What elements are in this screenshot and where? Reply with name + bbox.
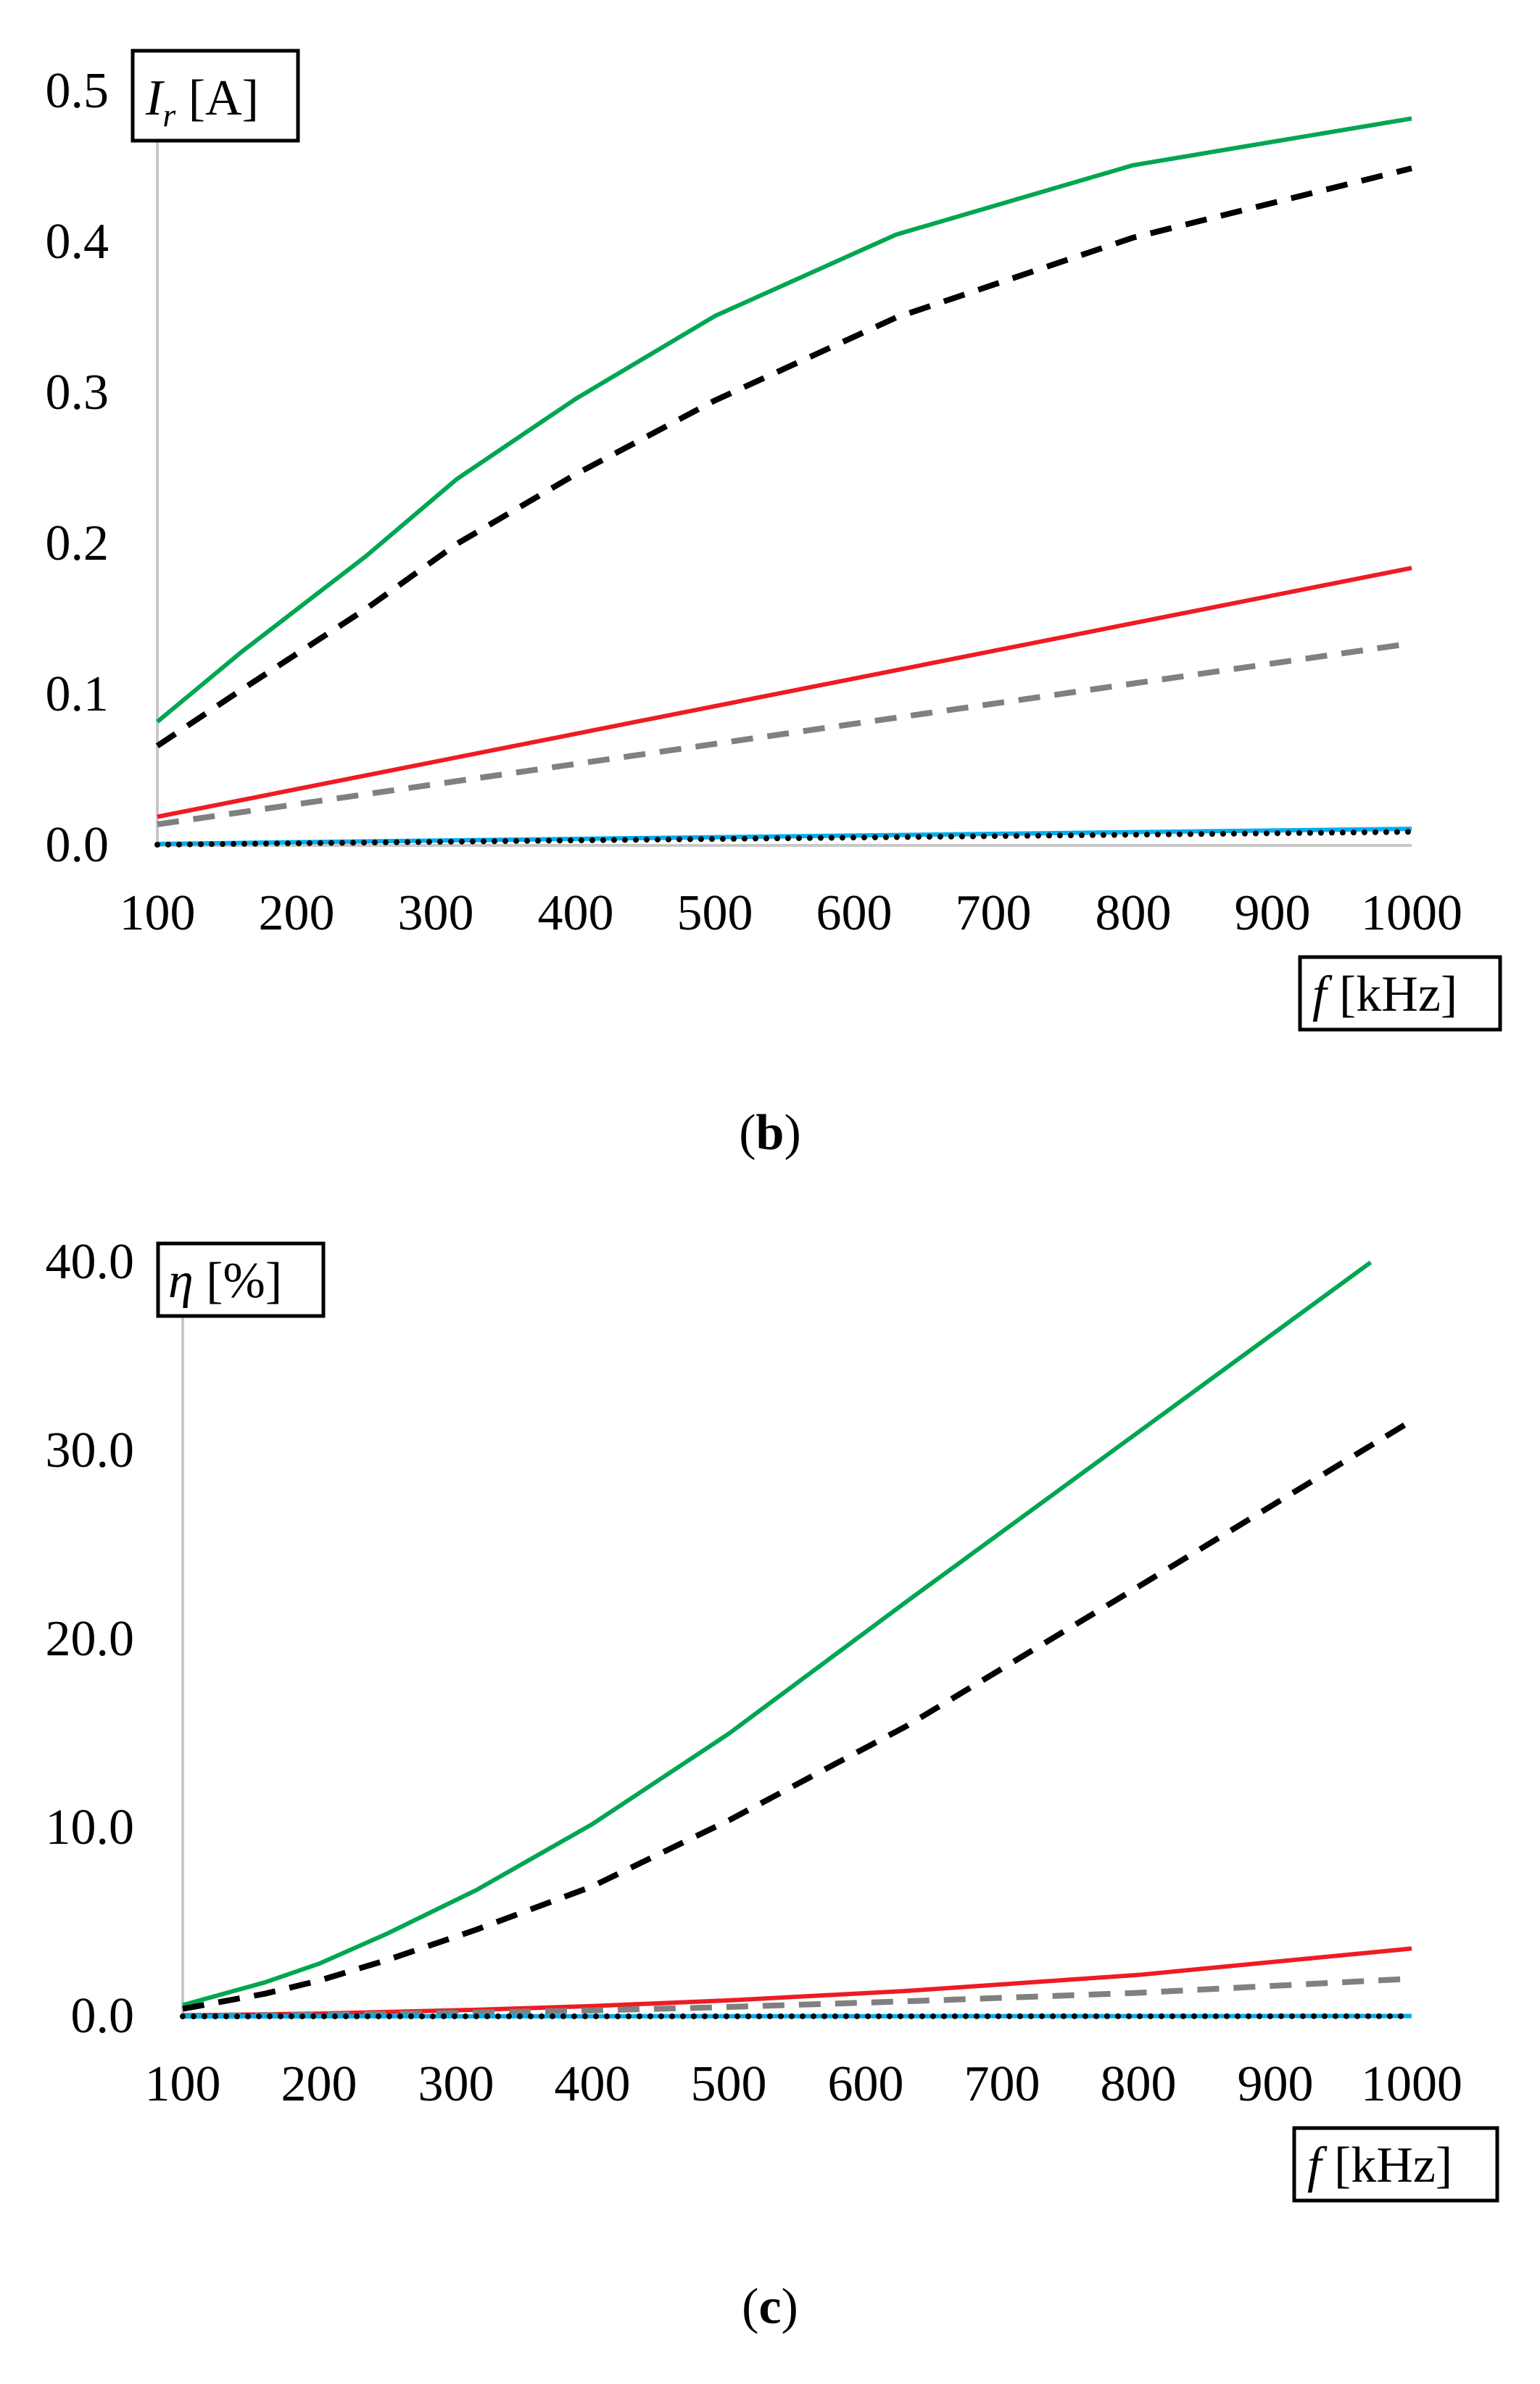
chart-panel-c: 0.0 10.0 20.0 30.0 40.0 100 200 300 400 … [46,1234,1499,2335]
y-tick-label-c-2: 20.0 [46,1611,135,1667]
y-axis-title-b: Ir [A] [131,49,300,143]
series-line-b-gray-dashed [157,640,1412,827]
series-line-b-red-solid [157,566,1412,819]
series-line-b-black-dashed [155,165,1412,749]
x-tick-label-b-700: 700 [956,885,1032,941]
x-tick-label-c-400: 400 [555,2056,631,2112]
series-group-c [180,1260,1415,2019]
y-tick-label-c-1: 10.0 [46,1800,135,1855]
y-axis-title-box-b [131,49,300,143]
x-axis-title-box-c [1292,2126,1499,2203]
y-tick-label-b-1: 0.1 [46,666,109,722]
x-tick-label-c-100: 100 [145,2056,221,2112]
y-axis-title-box-c [156,1241,326,1318]
y-tick-label-b-5: 0.5 [46,63,109,119]
x-tick-label-c-700: 700 [964,2056,1040,2112]
x-tick-label-c-200: 200 [281,2056,357,2112]
y-axis-symbol-b: I [145,70,165,126]
y-axis-symbol-c: η [168,1253,194,1309]
x-axis-title-box-b [1298,955,1502,1032]
y-tick-label-c-3: 30.0 [46,1423,135,1478]
x-tick-label-c-900: 900 [1238,2056,1314,2112]
y-tick-label-c-0: 0.0 [71,1988,135,2044]
x-tick-label-c-600: 600 [828,2056,904,2112]
panel-caption-c: (c) [742,2279,798,2335]
y-axis-unit-c: [%] [194,1253,282,1309]
x-tick-label-b-400: 400 [538,885,614,941]
x-tick-labels-b: 100 200 300 400 500 600 700 800 900 1000 [120,885,1463,941]
panel-caption-b: (b) [739,1105,801,1161]
x-axis-title-text-c: f [kHz] [1307,2137,1452,2193]
y-tick-label-c-4: 40.0 [46,1234,135,1290]
y-axis-unit-b: [A] [175,70,259,126]
x-axis-title-b: f [kHz] [1298,955,1502,1032]
x-tick-label-b-100: 100 [120,885,196,941]
y-tick-labels-b: 0.0 0.1 0.2 0.3 0.4 0.5 [46,63,109,873]
chart-panel-b: 0.0 0.1 0.2 0.3 0.4 0.5 100 200 300 400 … [46,49,1502,1161]
x-tick-label-c-800: 800 [1101,2056,1177,2112]
x-axis-title-c: f [kHz] [1292,2126,1499,2203]
x-axis-title-text-b: f [kHz] [1312,967,1457,1022]
x-tick-label-b-900: 900 [1235,885,1311,941]
x-tick-label-b-300: 300 [398,885,474,941]
series-line-b-green-solid [156,116,1412,724]
x-tick-label-c-1000: 1000 [1361,2056,1462,2112]
series-line-b-black-dotted [154,829,1415,848]
plot-area-b [156,138,1412,847]
x-tick-label-b-500: 500 [677,885,753,941]
y-tick-label-b-4: 0.4 [46,214,109,270]
y-tick-label-b-3: 0.3 [46,365,109,421]
x-axis-unit-b: [kHz] [1326,967,1457,1022]
x-tick-label-b-1000: 1000 [1361,885,1462,941]
y-axis-title-c: η [%] [156,1241,326,1318]
y-axis-title-text-b: Ir [A] [145,70,259,133]
y-tick-label-b-0: 0.0 [46,817,109,873]
x-axis-unit-c: [kHz] [1321,2137,1452,2193]
y-tick-labels-c: 0.0 10.0 20.0 30.0 40.0 [46,1234,135,2044]
series-line-c-green-solid [182,1260,1373,2008]
x-tick-label-b-800: 800 [1096,885,1172,941]
series-group-b [154,116,1415,848]
y-axis-title-text-c: η [%] [168,1253,282,1309]
x-tick-label-b-200: 200 [259,885,335,941]
x-tick-label-c-500: 500 [691,2056,767,2112]
x-tick-labels-c: 100 200 300 400 500 600 700 800 900 1000 [145,2056,1463,2112]
x-tick-label-c-300: 300 [418,2056,494,2112]
x-tick-label-b-600: 600 [816,885,893,941]
y-axis-subscript-b: r [162,96,176,133]
series-line-c-black-dashed [182,1417,1414,2012]
y-tick-label-b-2: 0.2 [46,516,109,571]
